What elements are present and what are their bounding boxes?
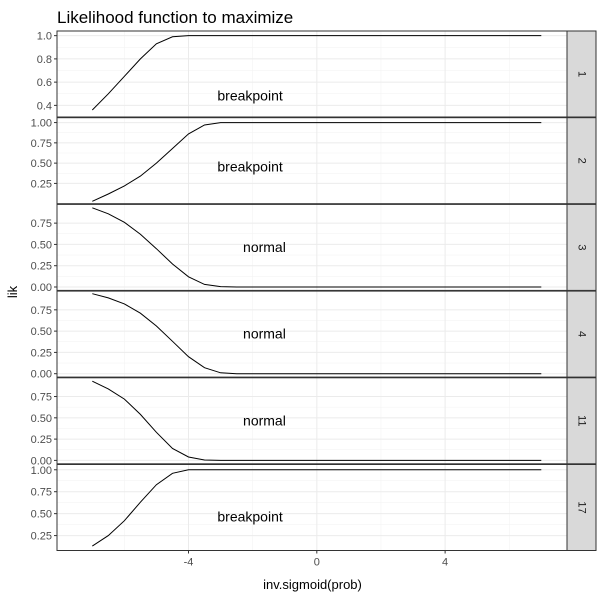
y-tick-label: 0.25 xyxy=(31,178,52,190)
facet-strip-label: 11 xyxy=(576,415,588,426)
y-tick-label: 0.8 xyxy=(37,54,52,66)
facet-strip xyxy=(566,203,597,291)
panel-background xyxy=(57,377,567,464)
x-tick-label: -4 xyxy=(184,557,194,569)
facet-strip xyxy=(566,117,597,205)
likelihood-line xyxy=(91,35,542,111)
facet-strip xyxy=(566,30,597,118)
facet-panel-1: 0.4 0.6 0.8 1.0 breakpoint 1 xyxy=(37,30,597,118)
facet-strip xyxy=(566,290,597,378)
y-tick-label: 0.25 xyxy=(31,261,52,273)
facet-strip-label: 4 xyxy=(576,331,588,337)
panel-background xyxy=(57,464,567,551)
y-tick-label: 1.00 xyxy=(31,118,52,130)
panel-annotation: breakpoint xyxy=(217,508,282,524)
y-tick-label: 0.4 xyxy=(37,100,52,112)
y-tick-label: 1.0 xyxy=(37,31,52,43)
likelihood-line xyxy=(92,380,542,461)
facet-panel-11: 0.00 0.25 0.50 0.75 normal 11 xyxy=(31,377,597,467)
panel-background xyxy=(57,117,567,204)
y-tick-label: 0.00 xyxy=(31,369,52,381)
y-tick-label: 0.50 xyxy=(31,509,52,521)
y-tick-label: 0.75 xyxy=(31,487,52,499)
y-tick-label: 1.00 xyxy=(31,465,52,477)
facet-panel-2: 0.25 0.50 0.75 1.00 breakpoint 2 xyxy=(31,117,597,205)
facet-strip xyxy=(566,377,597,465)
panel-annotation: normal xyxy=(243,412,286,428)
x-axis: -4 0 4 xyxy=(184,550,448,569)
likelihood-line xyxy=(92,293,542,375)
y-tick-label: 0.25 xyxy=(31,347,52,359)
y-tick-label: 0.25 xyxy=(31,531,52,543)
y-axis-title: lik xyxy=(5,285,20,298)
y-tick-label: 0.00 xyxy=(31,282,52,294)
x-tick-label: 4 xyxy=(442,557,448,569)
facet-panel-3: 0.00 0.25 0.50 0.75 normal 3 xyxy=(31,203,597,294)
x-tick-label: 0 xyxy=(314,557,320,569)
y-tick-label: 0.75 xyxy=(31,138,52,150)
y-tick-label: 0.25 xyxy=(31,434,52,446)
panel-annotation: normal xyxy=(243,326,286,342)
y-tick-label: 0.00 xyxy=(31,455,52,467)
panel-background xyxy=(57,204,567,291)
y-tick-label: 0.75 xyxy=(31,218,52,230)
likelihood-line xyxy=(92,469,542,547)
facet-panels: 0.4 0.6 0.8 1.0 breakpoint 1 0.25 0.50 0.75 1.00 b… xyxy=(31,30,597,551)
facet-strip xyxy=(566,464,597,551)
panel-annotation: normal xyxy=(243,239,286,255)
y-tick-label: 0.50 xyxy=(31,413,52,425)
y-tick-label: 0.6 xyxy=(37,77,52,89)
panel-annotation: breakpoint xyxy=(217,88,282,104)
y-tick-label: 0.50 xyxy=(31,239,52,251)
y-tick-label: 0.75 xyxy=(31,305,52,317)
y-tick-label: 0.75 xyxy=(31,392,52,404)
likelihood-line xyxy=(92,122,542,202)
chart-title: Likelihood function to maximize xyxy=(57,8,293,27)
panel-background xyxy=(57,291,567,378)
likelihood-line xyxy=(92,207,542,288)
panel-annotation: breakpoint xyxy=(217,158,282,174)
y-tick-label: 0.50 xyxy=(31,326,52,338)
y-tick-label: 0.50 xyxy=(31,158,52,170)
facet-strip-label: 3 xyxy=(576,244,588,250)
facet-strip-label: 1 xyxy=(576,71,588,77)
x-axis-title: inv.sigmoid(prob) xyxy=(263,577,362,592)
facet-strip-label: 17 xyxy=(576,501,588,513)
facet-panel-4: 0.00 0.25 0.50 0.75 normal 4 xyxy=(31,290,597,381)
facet-strip-label: 2 xyxy=(576,158,588,164)
facet-panel-17: 0.25 0.50 0.75 1.00 breakpoint 17 xyxy=(31,464,597,551)
panel-background xyxy=(57,31,567,117)
